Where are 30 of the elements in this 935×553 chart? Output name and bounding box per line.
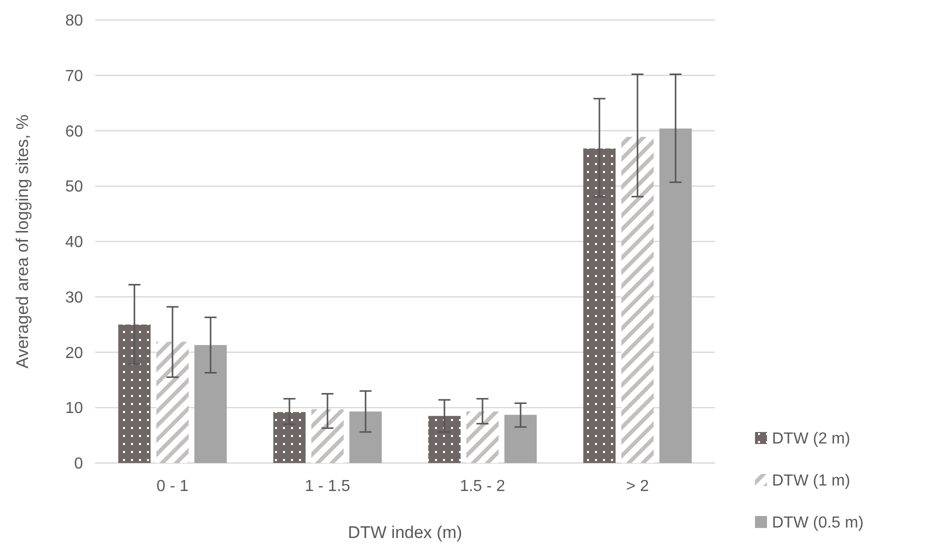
bar bbox=[156, 342, 189, 463]
y-tick-label: 60 bbox=[65, 123, 84, 140]
y-tick-label: 10 bbox=[65, 400, 84, 418]
bar bbox=[428, 416, 461, 463]
legend-label: DTW (0.5 m) bbox=[772, 514, 864, 532]
bar bbox=[349, 412, 382, 463]
y-tick-label: 0 bbox=[74, 456, 84, 473]
bar bbox=[621, 136, 654, 463]
x-tick-label: 0 - 1 bbox=[156, 478, 189, 495]
bar bbox=[311, 409, 344, 463]
y-tick-label: 20 bbox=[65, 344, 84, 362]
y-axis-title: Averaged area of logging sites, % bbox=[13, 114, 32, 368]
bar bbox=[273, 412, 306, 463]
x-tick-label: 1 - 1.5 bbox=[304, 478, 350, 495]
y-tick-label: 30 bbox=[65, 289, 84, 306]
bar bbox=[194, 345, 227, 463]
x-tick-label: 1.5 - 2 bbox=[460, 478, 506, 495]
bar bbox=[659, 128, 692, 463]
y-tick-label: 40 bbox=[65, 234, 84, 252]
bar bbox=[504, 414, 537, 463]
y-tick-label: 80 bbox=[65, 12, 84, 30]
legend-label: DTW (2 m) bbox=[772, 430, 850, 448]
y-tick-label: 70 bbox=[65, 68, 84, 85]
x-tick-label: > 2 bbox=[626, 478, 649, 495]
bar bbox=[466, 412, 499, 463]
bar bbox=[583, 148, 616, 463]
bar bbox=[118, 324, 151, 463]
legend-label: DTW (1 m) bbox=[772, 472, 850, 490]
x-axis-title: DTW index (m) bbox=[348, 523, 462, 542]
y-tick-label: 50 bbox=[65, 178, 84, 196]
